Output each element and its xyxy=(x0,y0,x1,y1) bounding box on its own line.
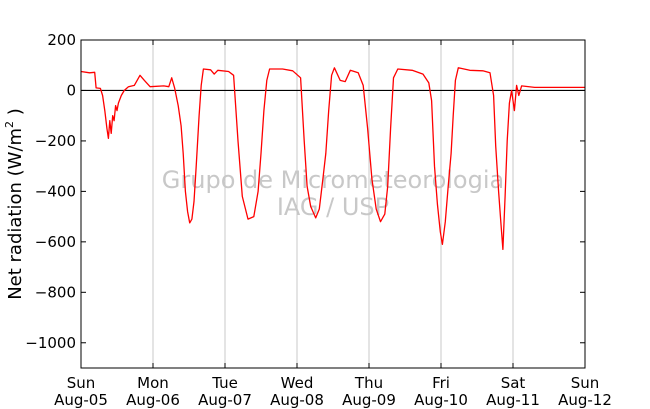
y-tick-label: 0 xyxy=(66,81,76,99)
x-axis: SunAug-05MonAug-06TueAug-07WedAug-08ThuA… xyxy=(54,40,612,409)
plot-background xyxy=(81,40,585,368)
series-line xyxy=(80,67,585,251)
y-axis-title-close: ) xyxy=(5,108,26,121)
x-tick-label-date: Aug-06 xyxy=(126,391,180,409)
x-tick-label-date: Aug-05 xyxy=(54,391,108,409)
plot-frame xyxy=(80,39,586,369)
y-axis-title-main: Net radiation (W/m xyxy=(5,128,26,300)
x-tick-label-day: Sat xyxy=(501,374,526,392)
y-tick-label: −800 xyxy=(35,283,76,301)
x-tick-label-date: Aug-12 xyxy=(558,391,612,409)
x-tick-label-day: Sun xyxy=(571,374,600,392)
y-tick-label: −200 xyxy=(35,132,76,150)
y-tick-label: −400 xyxy=(35,182,76,200)
x-tick-label-date: Aug-07 xyxy=(198,391,252,409)
watermark: Grupo de Micrometeorologia IAG / USP xyxy=(162,166,504,221)
y-tick-label: −1000 xyxy=(25,334,76,352)
series-group xyxy=(80,67,585,251)
x-tick-label-day: Mon xyxy=(137,374,169,392)
vertical-grid xyxy=(152,40,514,368)
x-tick-label-date: Aug-08 xyxy=(270,391,324,409)
y-tick-label: −600 xyxy=(35,233,76,251)
x-tick-label-date: Aug-10 xyxy=(414,391,468,409)
x-tick-label-date: Aug-11 xyxy=(486,391,540,409)
x-tick-label-day: Wed xyxy=(281,374,314,392)
x-tick-label-day: Sun xyxy=(67,374,96,392)
x-tick-label-day: Fri xyxy=(432,374,450,392)
y-tick-label: 200 xyxy=(47,31,76,49)
x-tick-label-day: Tue xyxy=(211,374,238,392)
watermark-line-1: Grupo de Micrometeorologia xyxy=(162,166,504,194)
y-axis-title-superscript: 2 xyxy=(3,121,16,128)
x-tick-label-day: Thu xyxy=(354,374,383,392)
y-axis: 200 0 −200 −400 −600 −800 −1000 xyxy=(25,31,585,352)
watermark-line-2: IAG / USP xyxy=(277,193,389,221)
x-tick-label-date: Aug-09 xyxy=(342,391,396,409)
y-axis-title: Net radiation (W/m2 ) xyxy=(3,108,26,300)
